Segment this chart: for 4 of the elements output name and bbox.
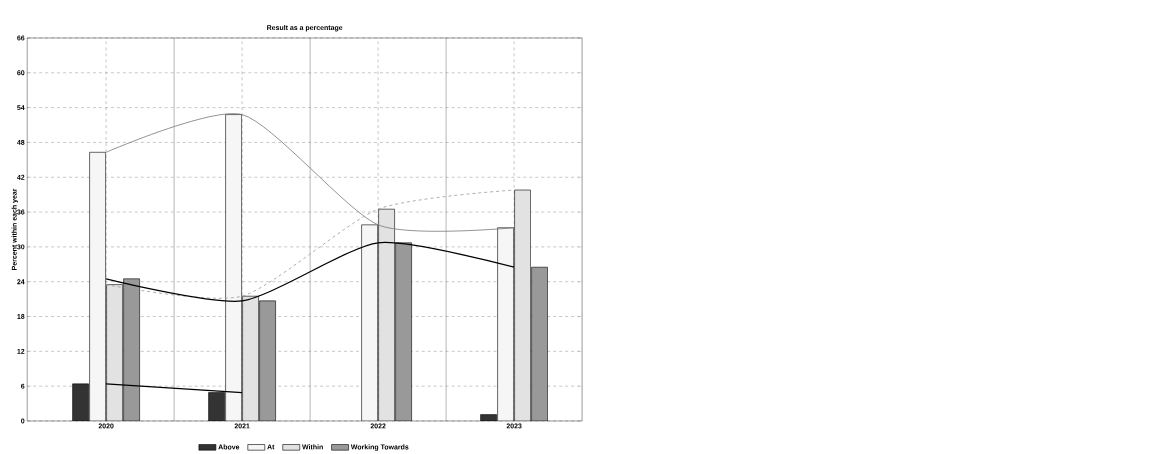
- bar: [106, 284, 123, 421]
- bar: [514, 189, 531, 421]
- bar: [242, 295, 259, 421]
- bar: [378, 208, 395, 421]
